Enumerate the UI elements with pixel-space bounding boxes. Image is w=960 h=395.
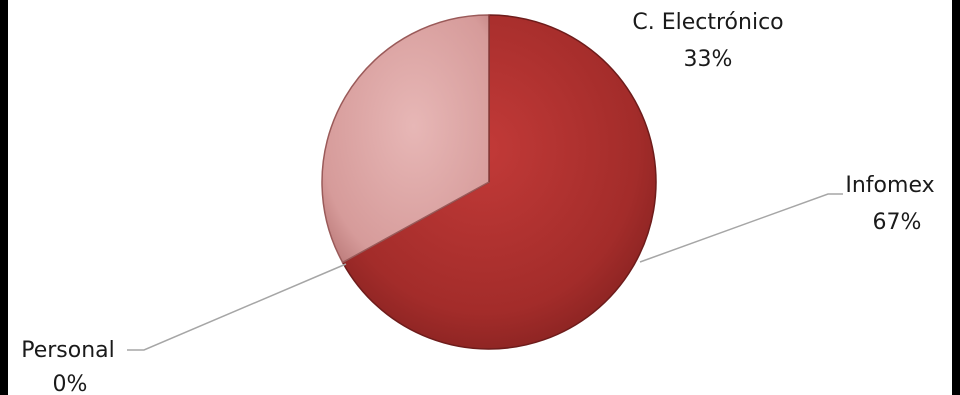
label-celectronico-value: 33% bbox=[684, 47, 733, 72]
label-personal-name: Personal bbox=[21, 338, 115, 363]
label-infomex-name: Infomex bbox=[845, 173, 934, 198]
leader-line-personal bbox=[127, 263, 347, 351]
leader-line-infomex bbox=[639, 193, 843, 263]
leader-lines bbox=[127, 193, 843, 351]
pie-slice-c-electr-nico bbox=[321, 14, 490, 264]
pie-slices bbox=[321, 14, 657, 350]
label-personal-value: 0% bbox=[53, 372, 88, 395]
label-celectronico-name: C. Electrónico bbox=[632, 10, 783, 35]
data-labels: C. Electrónico 33% Infomex 67% Personal … bbox=[21, 10, 934, 395]
label-infomex-value: 67% bbox=[873, 210, 922, 235]
right-border bbox=[952, 0, 960, 395]
pie-slice-infomex bbox=[341, 14, 657, 350]
left-border bbox=[0, 0, 8, 395]
